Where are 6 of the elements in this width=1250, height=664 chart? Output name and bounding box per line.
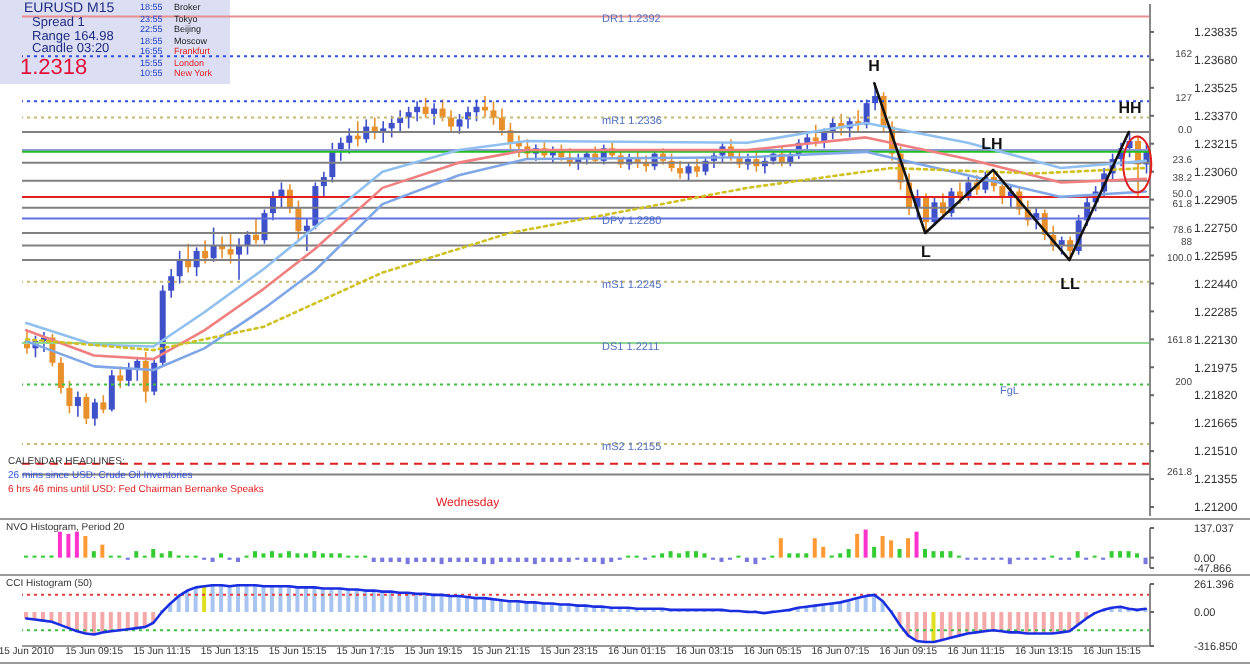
annotation: LL: [1060, 275, 1080, 295]
annotation: 1.2318: [20, 56, 88, 81]
annotation: L: [921, 243, 931, 263]
annotation: LH: [981, 135, 1003, 155]
annotation: H: [868, 56, 880, 76]
annotation: HH: [1118, 99, 1142, 119]
